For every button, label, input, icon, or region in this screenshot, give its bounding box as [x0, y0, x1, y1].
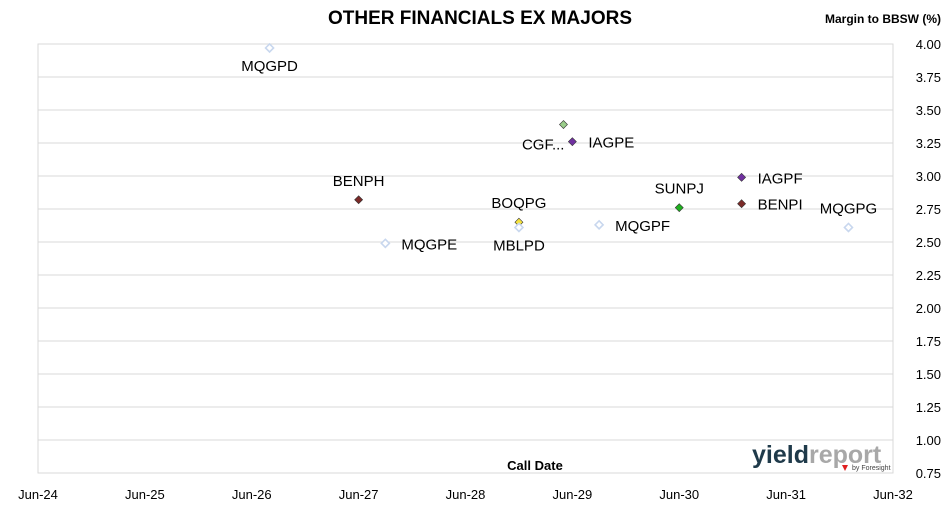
- y-tick-label: 0.75: [916, 466, 941, 481]
- data-point: [737, 172, 747, 182]
- x-axis-label: Call Date: [507, 458, 563, 473]
- data-label: IAGPE: [588, 135, 634, 152]
- data-point: [843, 222, 854, 233]
- gridlines: [38, 43, 893, 474]
- data-label: BOQPG: [491, 195, 546, 212]
- data-point: [674, 203, 684, 213]
- logo-report: report: [809, 441, 882, 469]
- chart-title: OTHER FINANCIALS EX MAJORS: [328, 8, 632, 29]
- data-label: BENPH: [333, 173, 385, 190]
- y-tick-label: 2.00: [916, 301, 941, 316]
- x-tick-label: Jun-31: [766, 487, 806, 502]
- y-tick-label: 4.00: [916, 37, 941, 52]
- data-point: [264, 42, 275, 54]
- y-tick-label: 3.25: [916, 136, 941, 151]
- y-tick-label: 3.00: [916, 169, 941, 184]
- x-tick-label: Jun-29: [553, 487, 593, 502]
- data-label: BENPI: [758, 197, 803, 214]
- data-label: IAGPF: [758, 170, 803, 187]
- data-label: CGF...: [522, 137, 565, 154]
- data-point: [593, 219, 605, 230]
- yieldreport-logo: yieldreport by Foresight: [752, 441, 891, 472]
- y-tick-label: 2.25: [916, 268, 941, 283]
- data-point: [380, 238, 391, 249]
- y-axis-ticks: 0.75 1.00 1.25 1.50 1.75 2.00 2.25 2.50 2.75 3.00…: [916, 37, 941, 481]
- x-tick-label: Jun-25: [125, 487, 165, 502]
- y-tick-label: 3.50: [916, 103, 941, 118]
- data-point: [559, 120, 568, 129]
- logo-accent-triangle: [842, 465, 848, 471]
- logo-byline: by Foresight: [852, 465, 891, 472]
- data-point: [737, 199, 747, 209]
- x-axis-ticks: Jun-24 Jun-25 Jun-26 Jun-27 Jun-28 Jun-29 Jun-…: [18, 487, 913, 502]
- data-point: [513, 222, 525, 233]
- data-label: MQGPF: [615, 218, 670, 235]
- x-tick-label: Jun-27: [339, 487, 379, 502]
- logo-wordmark: yieldreport: [752, 441, 882, 469]
- y-tick-label: 1.75: [916, 334, 941, 349]
- data-label: MQGPE: [401, 236, 457, 253]
- data-label: SUNPJ: [655, 181, 704, 198]
- y-tick-label: 1.25: [916, 400, 941, 415]
- y-axis-label: Margin to BBSW (%): [825, 12, 941, 26]
- y-tick-label: 2.75: [916, 202, 941, 217]
- x-tick-label: Jun-28: [446, 487, 486, 502]
- data-points: MQGPD BENPH MQGPE BOQPG MBLPD CGF... IAGPE MQGP…: [241, 42, 878, 254]
- y-tick-label: 1.50: [916, 367, 941, 382]
- x-tick-label: Jun-24: [18, 487, 58, 502]
- x-tick-label: Jun-26: [232, 487, 272, 502]
- plot-area-frame: [37, 43, 894, 474]
- x-tick-label: Jun-30: [659, 487, 699, 502]
- logo-yield: yield: [752, 441, 809, 469]
- y-tick-label: 2.50: [916, 235, 941, 250]
- data-point: [354, 195, 364, 205]
- x-tick-label: Jun-32: [873, 487, 913, 502]
- y-tick-label: 3.75: [916, 70, 941, 85]
- data-label: MQGPG: [820, 200, 878, 217]
- data-label: MQGPD: [241, 58, 298, 75]
- data-label: MBLPD: [493, 237, 545, 254]
- data-point: [567, 137, 577, 147]
- y-tick-label: 1.00: [916, 433, 941, 448]
